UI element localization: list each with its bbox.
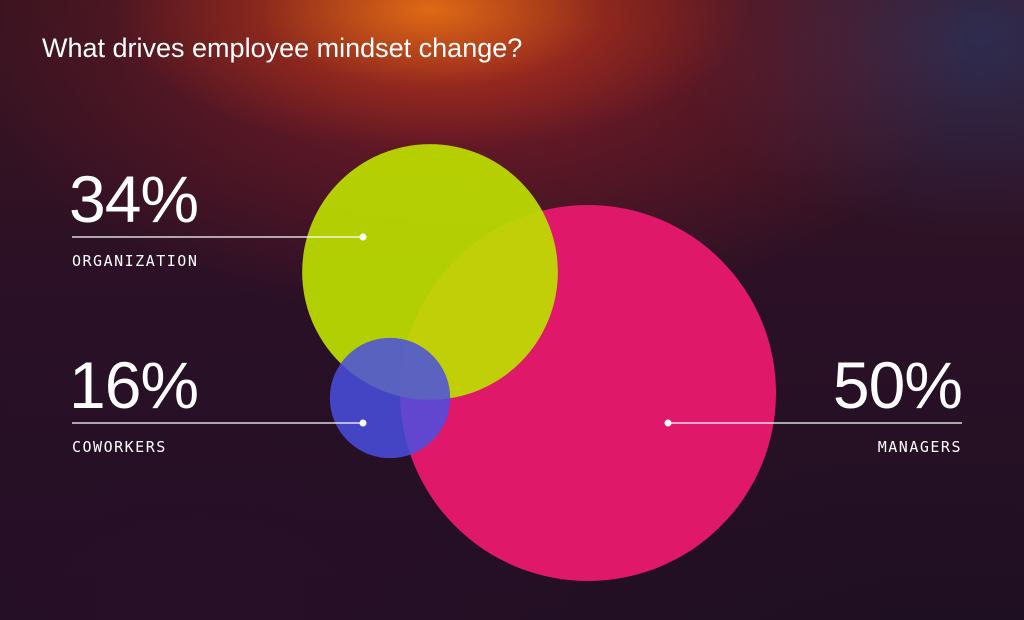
leader-dot [359,233,367,241]
leader-dot [664,419,672,427]
bubble [329,337,451,459]
category-label: ORGANIZATION [72,252,198,270]
bubble [302,144,558,400]
value-label: 50% [833,348,962,422]
chart-title: What drives employee mindset change? [42,33,522,63]
leader-dot [359,419,367,427]
value-label: 16% [69,348,198,422]
category-label: COWORKERS [72,438,167,456]
value-label: 34% [69,162,198,236]
category-label: MANAGERS [878,438,962,456]
